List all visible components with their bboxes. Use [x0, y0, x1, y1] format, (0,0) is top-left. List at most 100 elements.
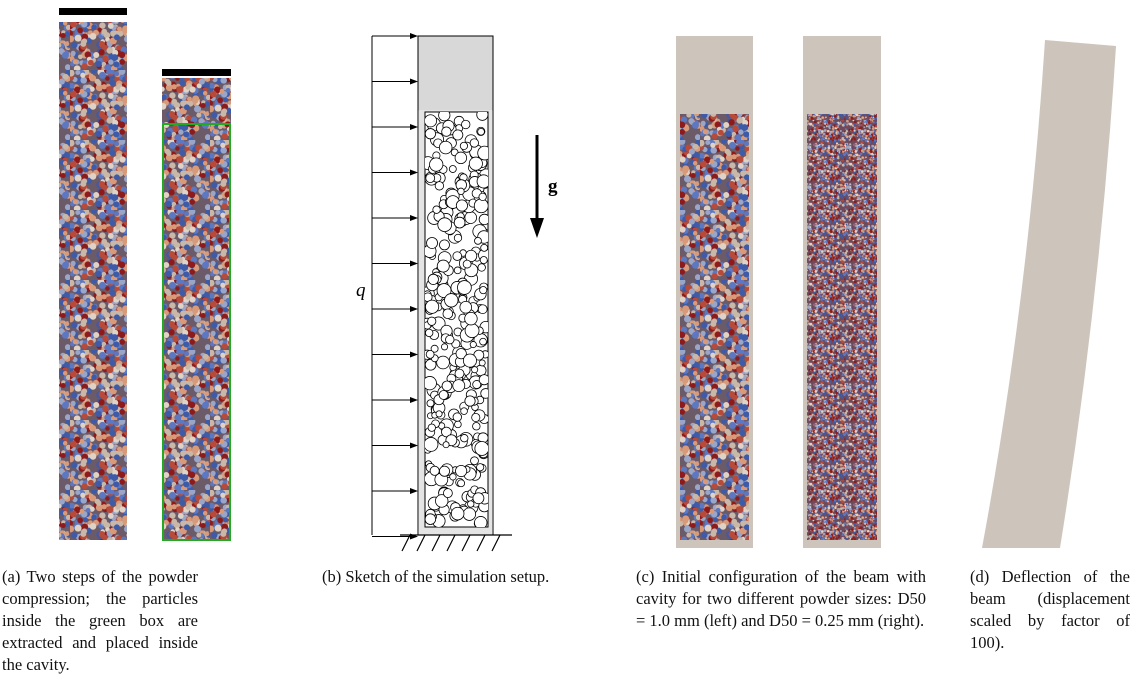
sketch-particle: [458, 188, 465, 195]
sketch-particle: [461, 120, 469, 128]
sketch-particle: [427, 237, 438, 248]
sketch-particle: [443, 489, 452, 498]
sketch-particle: [445, 294, 458, 307]
sketch-particle: [470, 341, 476, 347]
sketch-particle: [426, 350, 434, 358]
load-arrowhead: [410, 352, 418, 358]
sketch-particle: [443, 309, 453, 319]
hatch-line: [492, 535, 500, 551]
load-arrowhead: [410, 443, 418, 449]
sketch-particle: [428, 317, 436, 325]
gravity-arrowhead: [530, 218, 544, 238]
sketch-particle: [446, 335, 455, 344]
sketch-particle: [428, 424, 435, 431]
sketch-particle: [439, 240, 449, 250]
sketch-particle: [439, 141, 452, 154]
sketch-particle: [453, 380, 465, 392]
figure: g q (a) Two steps of the powder compress…: [0, 0, 1137, 700]
sketch-particle: [430, 158, 443, 171]
sketch-particle: [439, 466, 449, 476]
sketch-particle: [473, 493, 484, 504]
sketch-particle: [455, 369, 464, 378]
sketch-particle: [425, 300, 438, 313]
sketch-particle: [424, 437, 438, 451]
sketch-particle: [461, 434, 468, 441]
sketch-particle: [427, 400, 434, 407]
sketch-particle: [465, 324, 479, 338]
sketch-particle: [460, 142, 467, 149]
sketch-particle: [471, 457, 479, 465]
sketch-particle: [463, 508, 476, 521]
hatch-line: [447, 535, 455, 551]
sketch-particle: [463, 260, 471, 268]
sketch-particle: [479, 375, 489, 385]
hatch-line: [462, 535, 470, 551]
deflected-beam: [982, 40, 1116, 548]
sketch-particle: [458, 480, 465, 487]
sketch-particle: [455, 152, 467, 164]
sketch-particle: [474, 199, 488, 213]
sketch-particle: [428, 274, 438, 284]
sketch-particle: [455, 465, 466, 476]
sketch-particle: [425, 514, 436, 525]
sketch-particle: [453, 252, 462, 261]
sketch-particle: [461, 408, 468, 415]
load-arrowhead: [410, 124, 418, 130]
caption: (d) Deflection of the beam (displacement…: [970, 566, 1130, 654]
sketch-particle: [479, 193, 486, 200]
sketch-particle: [454, 267, 461, 274]
sketch-particle: [465, 212, 477, 224]
sketch-particle: [465, 312, 478, 325]
hatch-line: [417, 535, 425, 551]
load-arrowhead: [410, 306, 418, 312]
powder-coarse: [680, 114, 749, 540]
sketch-particle: [478, 264, 486, 272]
load-label: q: [356, 280, 366, 301]
sketch-particle: [470, 139, 478, 147]
sketch-particle: [423, 376, 436, 389]
caption: (a) Two steps of the powder compression;…: [2, 566, 198, 676]
sketch-particle: [439, 390, 448, 399]
sketch-particle: [478, 128, 485, 135]
load-arrowhead: [410, 261, 418, 267]
sketch-particle: [433, 206, 440, 213]
sketch-particle: [451, 507, 464, 520]
sketch-particle: [425, 329, 433, 337]
load-arrowhead: [410, 215, 418, 221]
sketch-particle: [449, 166, 456, 173]
sketch-particle: [453, 130, 463, 140]
sketch-particle: [443, 442, 449, 448]
powder-column: [59, 22, 127, 540]
sketch-particle: [456, 200, 467, 211]
sketch-particle: [479, 360, 485, 366]
sketch-particle: [478, 305, 487, 314]
sketch-particle: [480, 338, 487, 345]
sketch-particle: [480, 257, 487, 264]
sketch-particle: [430, 466, 439, 475]
sketch-particle: [477, 464, 484, 471]
sketch-particle: [426, 174, 435, 183]
sketch-particle: [450, 474, 456, 480]
load-arrowhead: [410, 33, 418, 39]
sketch-particle: [480, 286, 487, 293]
sketch-particle: [454, 217, 465, 228]
gravity-label: g: [548, 176, 558, 197]
sketch-particle: [438, 218, 452, 232]
sketch-particle: [468, 501, 474, 507]
sketch-particle: [454, 234, 461, 241]
sketch-particle: [460, 301, 472, 313]
sketch-particle: [453, 413, 462, 422]
sketch-particle: [472, 413, 480, 421]
load-arrowhead: [410, 397, 418, 403]
sketch-particle: [455, 421, 462, 428]
powder-fine: [807, 114, 877, 540]
load-arrows: [372, 33, 418, 540]
sketch-particle: [469, 157, 482, 170]
ground-hatch: [402, 535, 500, 551]
load-arrowhead: [410, 170, 418, 176]
sketch-particle: [424, 115, 436, 127]
sketch-particle: [465, 396, 475, 406]
powder-column: [162, 78, 231, 540]
piston: [162, 69, 231, 76]
piston: [59, 8, 127, 15]
